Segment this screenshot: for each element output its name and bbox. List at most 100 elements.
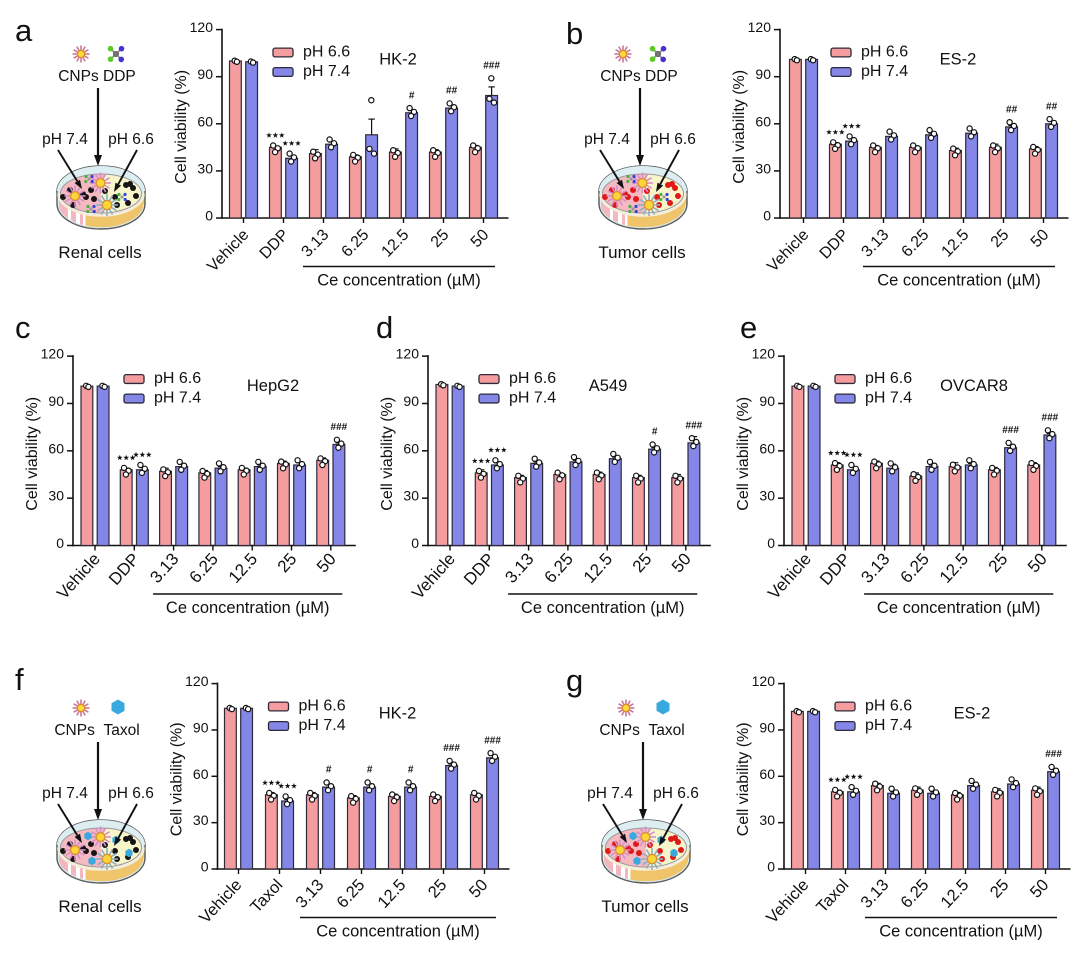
svg-text:120: 120 [396,346,420,362]
svg-text:0: 0 [763,208,771,224]
svg-text:Cell viability (%): Cell viability (%) [735,397,752,511]
svg-text:pH 7.4: pH 7.4 [303,63,350,80]
svg-text:CNPs DDP: CNPs DDP [600,68,678,85]
svg-text:CNPs Taxol: CNPs Taxol [599,722,684,739]
svg-text:30: 30 [197,160,213,176]
svg-text:###: ### [1042,413,1059,424]
svg-text:b: b [566,16,583,51]
svg-text:pH 7.4: pH 7.4 [154,390,201,407]
svg-text:30: 30 [48,488,64,504]
svg-text:###: ### [686,420,703,431]
svg-text:60: 60 [197,113,213,129]
svg-text:60: 60 [403,440,419,456]
svg-text:ES-2: ES-2 [954,705,991,723]
svg-text:pH 6.6: pH 6.6 [650,131,696,148]
svg-text:#: # [409,90,415,101]
svg-text:pH 7.4: pH 7.4 [865,717,912,734]
svg-text:60: 60 [48,440,64,456]
svg-text:90: 90 [193,719,209,735]
svg-text:pH 7.4: pH 7.4 [587,785,633,802]
svg-text:Ce concentration (µM): Ce concentration (µM) [879,923,1043,941]
svg-text:Cell viability (%): Cell viability (%) [735,722,752,836]
svg-text:30: 30 [759,488,775,504]
svg-text:###: ### [1045,749,1062,760]
svg-text:Ce concentration (µM): Ce concentration (µM) [316,923,480,941]
svg-text:pH 7.4: pH 7.4 [865,390,912,407]
svg-text:#: # [652,427,658,438]
svg-text:Ce concentration (µM): Ce concentration (µM) [877,272,1041,290]
svg-text:HK-2: HK-2 [379,705,417,723]
svg-text:Cell viability (%): Cell viability (%) [731,70,748,184]
svg-text:###: ### [484,735,501,746]
svg-text:Tumor cells: Tumor cells [598,243,685,262]
svg-text:60: 60 [193,766,209,782]
svg-text:a: a [15,13,33,48]
svg-text:90: 90 [759,719,775,735]
svg-text:60: 60 [759,440,775,456]
svg-text:pH 6.6: pH 6.6 [299,698,346,715]
svg-text:120: 120 [748,19,772,35]
svg-text:f: f [15,662,24,697]
svg-text:pH 7.4: pH 7.4 [42,785,88,802]
svg-text:pH 6.6: pH 6.6 [108,785,154,802]
svg-text:#: # [408,765,414,776]
svg-text:90: 90 [197,66,213,82]
svg-text:Renal cells: Renal cells [58,243,141,262]
svg-text:d: d [376,310,393,345]
svg-text:30: 30 [403,488,419,504]
svg-text:Ce concentration (µM): Ce concentration (µM) [317,272,481,290]
svg-text:pH 7.4: pH 7.4 [299,717,346,734]
svg-text:90: 90 [48,393,64,409]
svg-text:120: 120 [752,673,776,689]
svg-text:120: 120 [185,673,209,689]
svg-text:60: 60 [759,766,775,782]
svg-text:0: 0 [767,859,775,875]
svg-text:CNPs DDP: CNPs DDP [58,68,136,85]
svg-text:0: 0 [411,535,419,551]
svg-text:pH 6.6: pH 6.6 [303,44,350,61]
svg-text:###: ### [1002,425,1019,436]
svg-text:ES-2: ES-2 [940,51,977,69]
svg-text:60: 60 [755,113,771,129]
svg-text:pH 6.6: pH 6.6 [653,785,699,802]
svg-text:pH 6.6: pH 6.6 [865,370,912,387]
svg-text:#: # [326,765,332,776]
svg-text:Renal cells: Renal cells [58,897,141,916]
svg-text:c: c [15,310,31,345]
svg-text:##: ## [1046,101,1058,112]
svg-text:30: 30 [193,812,209,828]
svg-text:Cell viability (%): Cell viability (%) [173,70,190,184]
svg-text:90: 90 [755,66,771,82]
svg-text:30: 30 [759,812,775,828]
svg-text:0: 0 [205,208,213,224]
svg-text:Cell viability (%): Cell viability (%) [379,397,396,511]
svg-text:pH 6.6: pH 6.6 [509,370,556,387]
svg-text:30: 30 [755,160,771,176]
svg-text:Ce concentration (µM): Ce concentration (µM) [166,599,330,617]
svg-text:CNPs Taxol: CNPs Taxol [54,722,139,739]
svg-text:pH 7.4: pH 7.4 [861,63,908,80]
svg-text:pH 7.4: pH 7.4 [42,131,88,148]
svg-text:pH 6.6: pH 6.6 [108,131,154,148]
svg-text:0: 0 [56,535,64,551]
svg-text:120: 120 [752,346,776,362]
svg-text:120: 120 [190,19,214,35]
svg-text:#: # [367,765,373,776]
svg-text:Ce concentration (µM): Ce concentration (µM) [877,599,1041,617]
svg-text:120: 120 [41,346,65,362]
svg-text:g: g [566,663,583,698]
svg-text:###: ### [483,60,500,71]
svg-text:Tumor cells: Tumor cells [601,897,688,916]
svg-text:pH 7.4: pH 7.4 [509,390,556,407]
svg-text:##: ## [1006,104,1018,115]
svg-text:##: ## [446,86,458,97]
svg-text:0: 0 [767,535,775,551]
svg-text:pH 6.6: pH 6.6 [861,44,908,61]
svg-text:pH 6.6: pH 6.6 [865,698,912,715]
svg-text:e: e [740,310,757,345]
svg-text:90: 90 [759,393,775,409]
svg-text:###: ### [331,422,348,433]
svg-text:0: 0 [201,859,209,875]
svg-text:90: 90 [403,393,419,409]
svg-text:Ce concentration (µM): Ce concentration (µM) [521,599,685,617]
